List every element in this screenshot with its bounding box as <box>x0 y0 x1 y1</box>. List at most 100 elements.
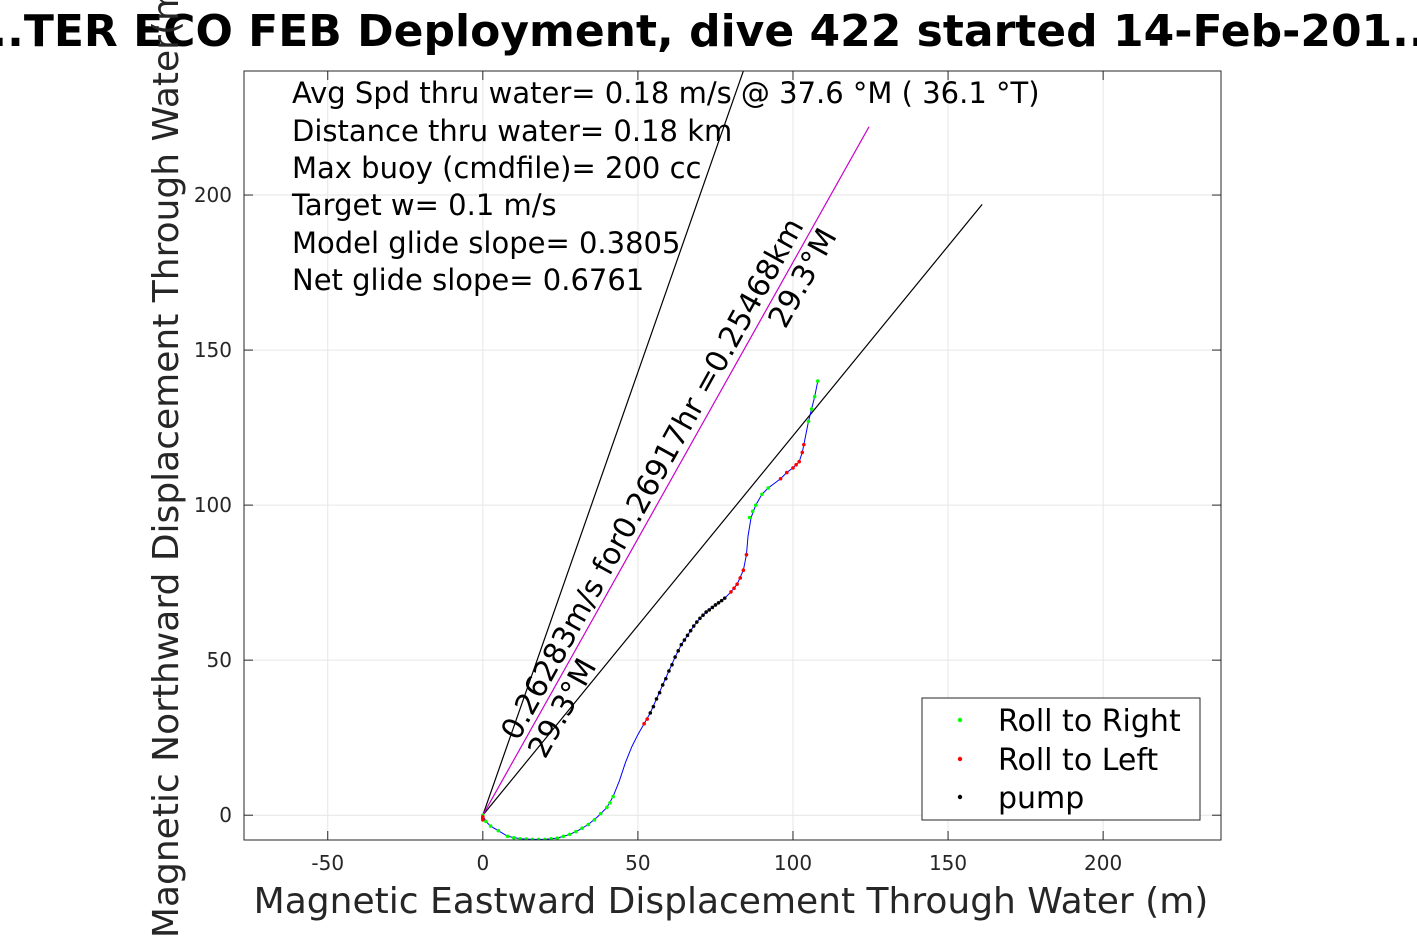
roll-to-left-point <box>794 463 798 467</box>
x-tick-label: 200 <box>1084 851 1122 875</box>
roll-to-right-point <box>567 832 572 837</box>
roll-to-right-point <box>518 836 522 840</box>
roll-to-right-point <box>512 836 516 840</box>
pump-point <box>660 683 665 687</box>
roll-to-right-point <box>488 824 493 828</box>
pump-point <box>701 613 705 617</box>
roll-to-left-point <box>744 552 749 557</box>
y-tick-label: 50 <box>207 648 232 672</box>
envelope-left-line <box>482 71 744 816</box>
x-tick-label: 150 <box>929 851 967 875</box>
roll-to-right-point <box>549 836 553 840</box>
roll-to-right-point <box>524 837 529 840</box>
roll-to-left-point <box>642 721 646 726</box>
pump-point <box>704 610 708 614</box>
annotation-avg-speed: Avg Spd thru water= 0.18 m/s @ 37.6 °M (… <box>292 76 1040 110</box>
axis-ticks: -50 0 50 100 150 200 0 50 100 150 200 <box>194 71 1221 875</box>
annotation-distance: Distance thru water= 0.18 km <box>292 114 732 148</box>
pump-point <box>657 690 662 695</box>
y-tick-label: 200 <box>194 183 232 207</box>
roll-to-right-point <box>484 819 488 824</box>
roll-to-left-point <box>802 442 806 447</box>
gridlines <box>244 71 1221 840</box>
roll-to-left-point <box>784 470 789 475</box>
depth-avg-current-line <box>482 126 870 816</box>
pump-point <box>698 616 702 621</box>
roll-to-left-point <box>645 717 650 721</box>
pump-point <box>719 598 724 603</box>
roll-to-right-point <box>750 509 755 514</box>
annotation-max-buoy: Max buoy (cmdfile)= 200 cc <box>292 151 701 185</box>
x-tick-label: 0 <box>476 851 489 875</box>
pump-point <box>685 633 690 638</box>
roll-to-right-point <box>598 811 603 816</box>
y-tick-label: 150 <box>194 338 232 362</box>
pump-point <box>670 663 674 667</box>
x-tick-label: 50 <box>625 851 650 875</box>
roll-to-right-point <box>611 794 615 799</box>
legend-marker-pump <box>957 794 963 800</box>
pump-point <box>673 655 677 659</box>
chart-title: ...TER ECO FEB Deployment, dive 422 star… <box>0 6 1417 57</box>
roll-to-right-point <box>530 837 535 840</box>
pump-point <box>695 620 699 624</box>
roll-to-left-point <box>791 466 795 470</box>
reference-lines <box>482 71 983 816</box>
y-tick-label: 100 <box>194 493 232 517</box>
x-tick-label: -50 <box>311 851 344 875</box>
roll-to-left-point <box>778 476 783 481</box>
roll-to-left-point <box>735 582 739 586</box>
roll-to-right-point <box>806 419 811 424</box>
pump-point <box>676 649 681 653</box>
pump-point <box>679 642 684 647</box>
roll-to-right-point <box>555 836 560 840</box>
roll-to-right-point <box>809 407 814 411</box>
legend-label-pump: pump <box>998 781 1084 816</box>
annotation-net-glide: Net glide slope= 0.6761 <box>292 263 644 297</box>
stats-annotations: Avg Spd thru water= 0.18 m/s @ 37.6 °M (… <box>291 76 1040 297</box>
pump-point <box>664 676 668 681</box>
roll-to-left-point <box>732 586 736 591</box>
roll-to-right-point <box>543 837 547 840</box>
annotation-model-glide: Model glide slope= 0.3805 <box>292 226 680 260</box>
roll-to-right-point <box>753 503 758 507</box>
roll-to-left-point <box>729 590 733 594</box>
pump-point <box>691 624 696 628</box>
roll-to-left-point <box>481 818 485 822</box>
y-axis-label: Magnetic Northward Displacement Through … <box>146 0 187 938</box>
pump-point <box>707 608 712 612</box>
y-tick-label: 0 <box>219 803 232 827</box>
pump-point <box>713 603 718 607</box>
roll-to-left-point <box>741 568 746 573</box>
pump-point <box>722 596 727 600</box>
pump-point <box>667 669 671 673</box>
roll-to-right-point <box>605 805 609 810</box>
legend-marker-roll-left <box>957 756 963 762</box>
roll-to-right-point <box>760 492 764 497</box>
pump-point <box>654 697 659 701</box>
roll-to-left-point <box>738 576 743 580</box>
roll-to-right-point <box>574 829 578 834</box>
legend: Roll to Right Roll to Left pump <box>921 697 1201 821</box>
roll-to-right-point <box>815 379 820 383</box>
axes-box <box>243 70 1222 841</box>
roll-to-right-point <box>766 486 770 490</box>
data-points <box>481 379 820 840</box>
roll-to-right-point <box>496 828 501 833</box>
roll-to-right-point <box>812 394 817 399</box>
x-axis-label: Magnetic Eastward Displacement Through W… <box>254 881 1209 922</box>
envelope-right-line <box>482 203 983 816</box>
pump-point <box>688 628 693 633</box>
pump-point <box>710 605 715 610</box>
legend-label-roll-left: Roll to Left <box>998 743 1158 778</box>
pump-point <box>716 600 721 605</box>
pump-point <box>651 704 656 709</box>
roll-to-right-point <box>561 834 566 839</box>
roll-to-right-point <box>586 822 591 827</box>
annotation-target-w: Target w= 0.1 m/s <box>291 188 557 222</box>
legend-marker-roll-right <box>957 717 963 723</box>
legend-box <box>921 697 1201 821</box>
roll-to-right-point <box>505 834 510 839</box>
roll-to-right-point <box>536 837 541 840</box>
